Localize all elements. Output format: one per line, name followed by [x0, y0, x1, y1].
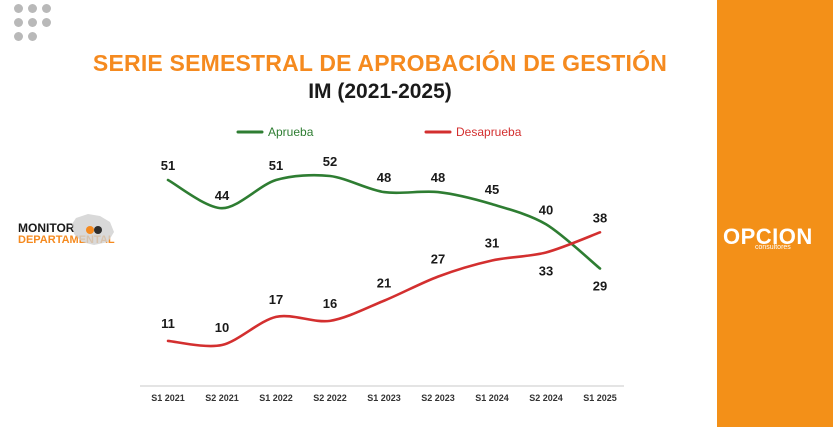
data-label-aprueba: 52 — [323, 154, 337, 169]
data-label-aprueba: 48 — [431, 170, 445, 185]
x-tick-label: S1 2022 — [259, 393, 293, 403]
data-label-aprueba: 40 — [539, 202, 553, 217]
dot-decoration — [14, 18, 23, 27]
dot-decoration — [14, 4, 23, 13]
x-tick-label: S1 2021 — [151, 393, 185, 403]
dot-decoration — [28, 32, 37, 41]
x-tick-label: S2 2024 — [529, 393, 563, 403]
monitor-departamental-logo: MONITOR DEPARTAMENTAL — [18, 214, 115, 246]
legend-label-aprueba: Aprueba — [268, 125, 314, 139]
series-line-desaprueba — [166, 231, 602, 348]
line-chart: Aprueba Desaprueba S1 2021 S2 2021 S1 2022 S… — [140, 125, 624, 403]
series-line-aprueba — [166, 173, 602, 270]
data-label-desaprueba: 33 — [539, 263, 553, 278]
brand-sidebar: OPCION consultores — [717, 0, 833, 427]
chart-subtitle: IM (2021-2025) — [308, 80, 452, 103]
data-label-desaprueba: 16 — [323, 296, 337, 311]
dot-decoration — [42, 18, 51, 27]
data-label-aprueba: 44 — [215, 188, 230, 203]
opcion-logo-subtitle: consultores — [755, 244, 791, 251]
data-label-aprueba: 45 — [485, 182, 499, 197]
data-label-desaprueba: 10 — [215, 320, 229, 335]
data-label-aprueba: 51 — [269, 158, 283, 173]
data-label-desaprueba: 17 — [269, 292, 283, 307]
uruguay-map-icon — [72, 214, 114, 245]
x-tick-label: S1 2025 — [583, 393, 617, 403]
x-tick-label: S2 2021 — [205, 393, 239, 403]
data-label-aprueba: 29 — [593, 279, 607, 294]
x-tick-label: S2 2022 — [313, 393, 347, 403]
data-label-aprueba: 48 — [377, 170, 391, 185]
data-label-desaprueba: 31 — [485, 236, 499, 251]
data-label-desaprueba: 27 — [431, 252, 445, 267]
x-tick-label: S1 2023 — [367, 393, 401, 403]
dot-decoration — [28, 18, 37, 27]
monitor-logo-line1: MONITOR — [18, 221, 75, 235]
x-tick-label: S1 2024 — [475, 393, 509, 403]
chart-title: SERIE SEMESTRAL DE APROBACIÓN DE GESTIÓN — [92, 50, 668, 76]
data-label-desaprueba: 11 — [161, 316, 175, 331]
dot-decoration — [28, 4, 37, 13]
dot-decoration — [14, 32, 23, 41]
opcion-logo: OPCION — [723, 224, 813, 249]
data-label-desaprueba: 21 — [377, 276, 391, 291]
legend-label-desaprueba: Desaprueba — [456, 125, 522, 139]
dot-decoration — [42, 4, 51, 13]
x-tick-label: S2 2023 — [421, 393, 455, 403]
data-label-aprueba: 51 — [161, 158, 175, 173]
data-label-desaprueba: 38 — [593, 210, 607, 225]
